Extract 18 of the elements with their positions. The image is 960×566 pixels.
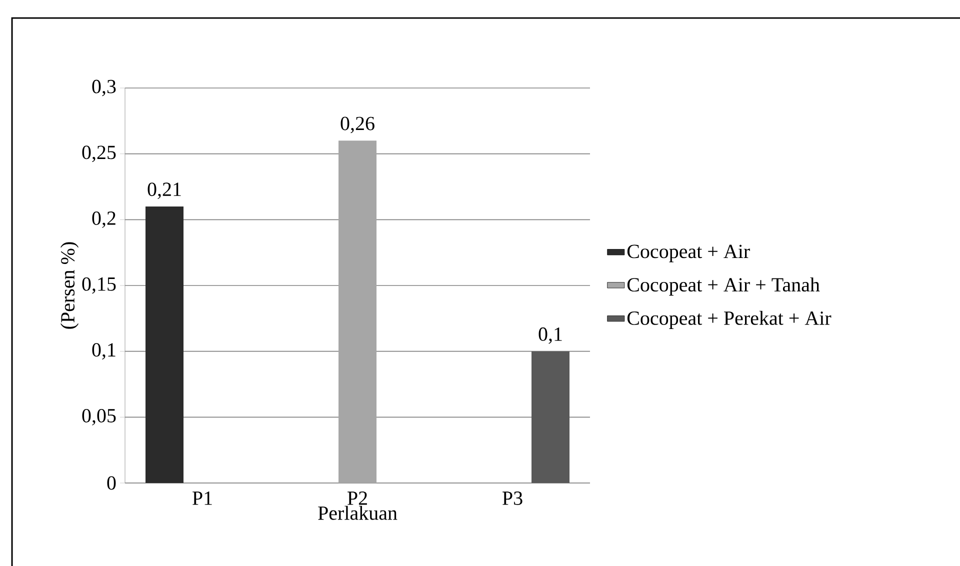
x-tick-label: P2 [348,492,367,505]
text: 0,1 [538,327,562,344]
y-tick-label: 0,3 [92,80,116,96]
legend-label: Cocopeat + Perekat + Air [627,310,832,329]
y-tick-label: 0,05 [82,408,116,426]
x-tick-label: P1 [192,492,212,505]
x-tick-label: P3 [502,492,522,505]
y-tick-label: 0 [107,476,116,490]
legend-label: Cocopeat + Air [627,244,750,262]
legend-label: Cocopeat + Air + Tanah [627,277,820,296]
y-tick-label: 0,15 [82,277,116,294]
text: 0,26 [340,116,374,134]
y-tick-label: 0,25 [82,146,116,162]
text: 0,21 [148,182,181,199]
y-tick-label: 0,1 [92,343,116,360]
y-axis-title: (Persen %) [60,242,79,329]
x-axis-title: Perlakuan [318,506,398,520]
y-tick-label: 0,2 [92,211,116,228]
